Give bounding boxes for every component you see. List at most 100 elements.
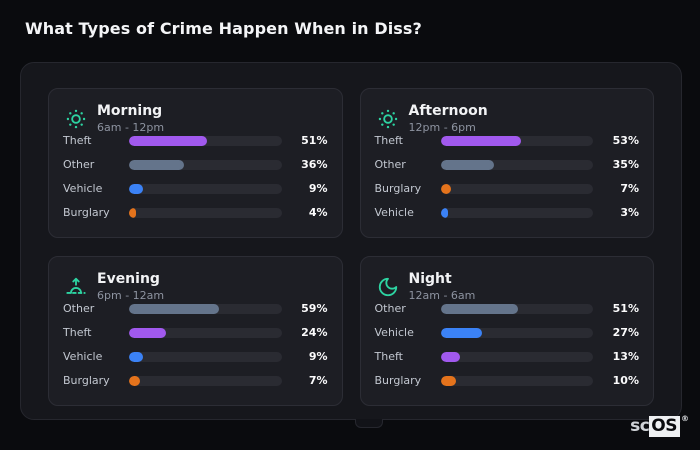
time-panel-afternoon: Afternoon 12pm - 6pm Theft 53% Other 35% Burgl… (359, 88, 654, 239)
bar-track (129, 183, 282, 194)
bar-row-vehicle: Vehicle 9% (63, 182, 328, 195)
category-label: Other (374, 158, 406, 172)
bar-rows: Theft 51% Other 36% Vehicle 9% Burglary 4% (63, 134, 328, 225)
panel-time-range: 12pm - 6pm (408, 121, 476, 135)
bar-fill (440, 351, 461, 362)
time-panel-morning: Morning 6am - 12pm Theft 51% Other 36% Vehicle… (48, 88, 343, 239)
bar-row-theft: Theft 51% (63, 134, 328, 147)
dashboard-container: Morning 6am - 12pm Theft 51% Other 36% Vehicle… (20, 62, 682, 420)
bar-track (440, 135, 593, 146)
panel-titles: Night 12am - 6am (409, 271, 476, 302)
panel-time-range: 6am - 12pm (97, 121, 165, 135)
bar-row-other: Other 51% (375, 302, 640, 315)
time-panel-night: Night 12am - 6am Other 51% Vehicle 27% Theft 13… (359, 256, 654, 407)
watermark-prefix: sc (630, 416, 650, 436)
bar-fill (440, 375, 456, 386)
panel-title: Morning (97, 103, 163, 119)
category-label: Theft (374, 350, 403, 364)
panel-time-range: 6pm - 12am (97, 289, 165, 303)
bar-row-other: Other 59% (63, 302, 328, 315)
value-label: 36% (301, 158, 328, 172)
bar-rows: Other 51% Vehicle 27% Theft 13% Burglary 10% (375, 302, 640, 393)
bar-row-vehicle: Vehicle 3% (375, 206, 640, 219)
bar-fill (440, 207, 448, 218)
bar-fill (129, 327, 166, 338)
bar-fill (440, 183, 452, 194)
value-label: 7% (620, 182, 639, 196)
sun-icon (65, 108, 87, 130)
bar-fill (129, 183, 143, 194)
category-label: Burglary (374, 374, 422, 388)
page-title: What Types of Crime Happen When in Diss? (25, 19, 422, 38)
time-panel-evening: Evening 6pm - 12am Other 59% Theft 24% Vehicle… (48, 256, 343, 407)
bar-fill (440, 327, 482, 338)
panel-header: Afternoon 12pm - 6pm (377, 103, 640, 134)
bar-track (129, 135, 282, 146)
category-label: Theft (63, 326, 92, 340)
bar-row-other: Other 36% (63, 158, 328, 171)
category-label: Theft (63, 134, 92, 148)
registered-mark: ® (681, 414, 689, 423)
category-label: Vehicle (374, 326, 414, 340)
value-label: 7% (308, 374, 328, 388)
category-label: Vehicle (374, 206, 414, 220)
value-label: 9% (308, 182, 328, 196)
bar-track (129, 375, 282, 386)
bar-row-burglary: Burglary 10% (375, 374, 640, 387)
panel-title: Night (408, 271, 452, 288)
bar-track (129, 303, 282, 314)
moon-icon (377, 276, 399, 298)
bar-track (440, 351, 593, 362)
value-label: 51% (612, 302, 639, 316)
value-label: 3% (620, 206, 639, 220)
value-label: 35% (612, 158, 639, 172)
bar-row-vehicle: Vehicle 9% (63, 350, 328, 363)
bar-row-vehicle: Vehicle 27% (375, 326, 640, 339)
bar-track (440, 159, 593, 170)
value-label: 51% (301, 134, 328, 148)
bar-fill (129, 159, 184, 170)
panel-titles: Evening 6pm - 12am (97, 271, 164, 302)
category-label: Vehicle (63, 182, 103, 196)
panel-title: Afternoon (408, 103, 488, 119)
category-label: Burglary (63, 206, 110, 220)
bar-row-theft: Theft 24% (63, 326, 328, 339)
category-label: Burglary (374, 182, 422, 196)
value-label: 24% (301, 326, 328, 340)
bar-fill (129, 135, 207, 146)
bar-fill (129, 351, 143, 362)
bar-track (440, 327, 593, 338)
bar-track (440, 207, 593, 218)
value-label: 9% (308, 350, 328, 364)
scos-watermark: sc OS ® (630, 415, 689, 437)
panel-header: Evening 6pm - 12am (65, 271, 328, 302)
panel-time-range: 12am - 6am (408, 289, 476, 303)
bar-row-burglary: Burglary 7% (375, 182, 640, 195)
value-label: 4% (308, 206, 328, 220)
bar-fill (129, 375, 140, 386)
bar-track (440, 303, 593, 314)
value-label: 53% (612, 134, 639, 148)
value-label: 27% (612, 326, 639, 340)
bar-track (129, 207, 282, 218)
bar-rows: Theft 53% Other 35% Burglary 7% Vehicle 3% (375, 134, 640, 225)
category-label: Burglary (63, 374, 110, 388)
value-label: 13% (612, 350, 639, 364)
bar-track (129, 159, 282, 170)
category-label: Other (63, 302, 95, 316)
panel-header: Night 12am - 6am (377, 271, 640, 302)
sun-icon (377, 108, 399, 130)
value-label: 59% (301, 302, 328, 316)
bar-track (129, 327, 282, 338)
bar-rows: Other 59% Theft 24% Vehicle 9% Burglary 7% (63, 302, 328, 393)
panel-header: Morning 6am - 12pm (65, 103, 328, 134)
category-label: Theft (374, 134, 403, 148)
sunrise-icon (65, 276, 87, 298)
bar-row-theft: Theft 53% (375, 134, 640, 147)
watermark-suffix: OS (649, 416, 680, 437)
bar-fill (440, 135, 522, 146)
container-notch (355, 419, 383, 428)
bar-row-burglary: Burglary 7% (63, 374, 328, 387)
bar-track (129, 351, 282, 362)
bar-fill (440, 159, 494, 170)
